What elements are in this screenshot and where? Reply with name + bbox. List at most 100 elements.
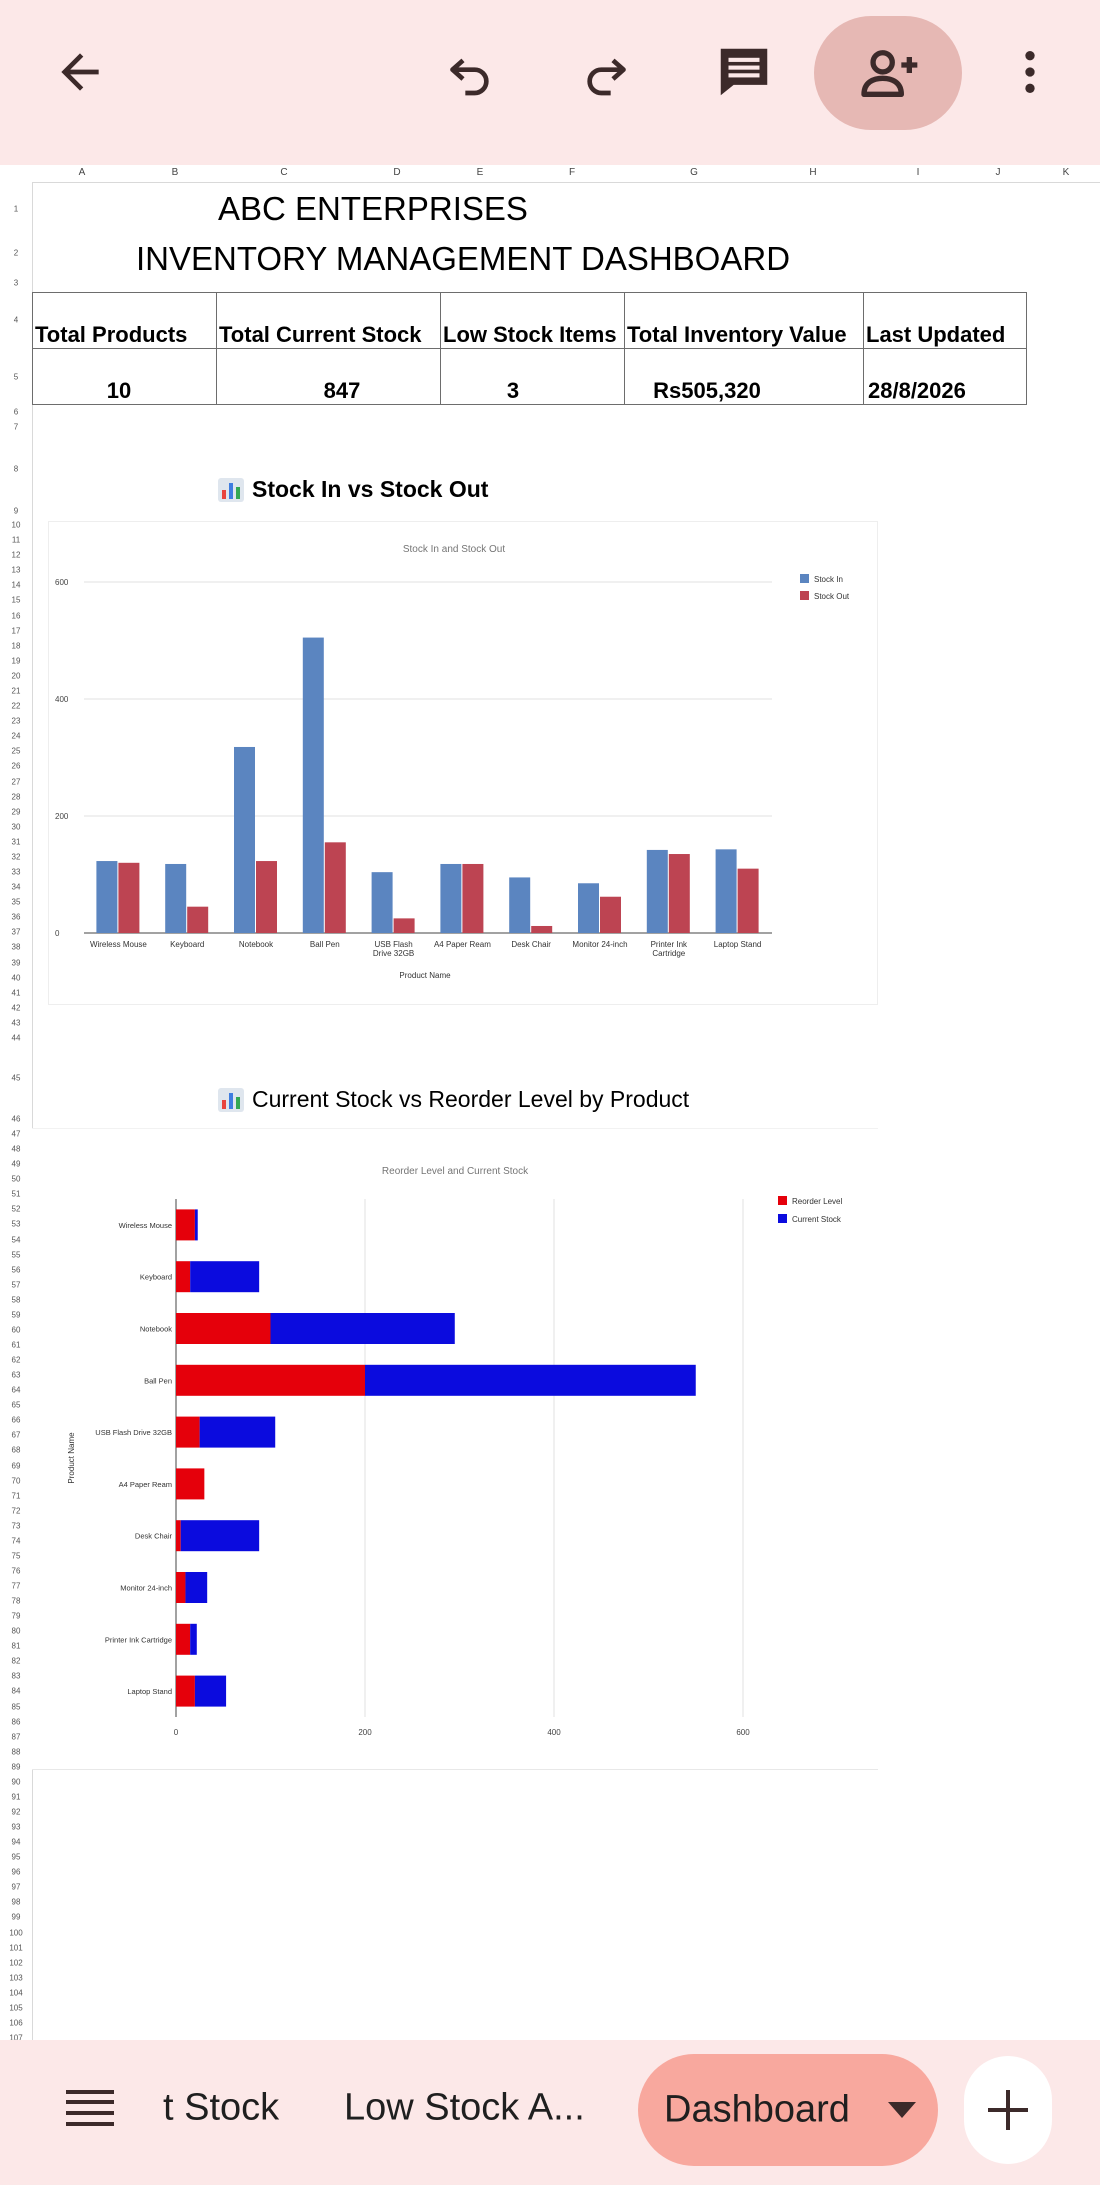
row-header[interactable]: 51 <box>11 1189 21 1199</box>
row-header[interactable]: 95 <box>11 1852 21 1862</box>
row-header[interactable]: 62 <box>11 1355 21 1365</box>
row-header[interactable]: 50 <box>11 1174 21 1184</box>
stock-in-bar[interactable] <box>509 877 531 933</box>
row-header[interactable]: 9 <box>13 506 19 516</box>
reorder-level-bar[interactable] <box>176 1261 191 1293</box>
column-header[interactable]: E <box>476 167 484 178</box>
reorder-current-chart[interactable]: Reorder Level and Current Stock 0 200 400 60… <box>32 1128 878 1770</box>
stock-out-bar[interactable] <box>393 918 415 933</box>
row-header[interactable]: 11 <box>11 535 21 545</box>
row-header[interactable]: 46 <box>11 1114 21 1124</box>
row-header[interactable]: 31 <box>11 837 21 847</box>
row-header[interactable]: 22 <box>11 701 21 711</box>
row-header[interactable]: 49 <box>11 1159 21 1169</box>
reorder-level-bar[interactable] <box>176 1416 200 1448</box>
row-header[interactable]: 90 <box>11 1777 21 1787</box>
stock-out-bar[interactable] <box>256 861 277 933</box>
row-header[interactable]: 40 <box>11 973 21 983</box>
kpi-value[interactable]: 28/8/2026 <box>863 348 1027 405</box>
row-header[interactable]: 33 <box>11 867 21 877</box>
row-header[interactable]: 85 <box>11 1702 21 1712</box>
row-header[interactable]: 1 <box>13 204 19 214</box>
row-header[interactable]: 7 <box>13 422 19 432</box>
column-header[interactable]: D <box>393 167 401 178</box>
row-header[interactable]: 35 <box>11 897 21 907</box>
row-header[interactable]: 100 <box>9 1928 23 1938</box>
row-header[interactable]: 36 <box>11 912 21 922</box>
row-header[interactable]: 13 <box>11 565 21 575</box>
row-header[interactable]: 23 <box>11 716 21 726</box>
back-button[interactable] <box>48 40 112 104</box>
column-header[interactable]: J <box>995 167 1001 178</box>
row-header[interactable]: 25 <box>11 746 21 756</box>
row-header[interactable]: 56 <box>11 1265 21 1275</box>
row-header[interactable]: 70 <box>11 1476 21 1486</box>
stock-out-bar[interactable] <box>668 854 690 933</box>
column-header[interactable]: K <box>1062 167 1070 178</box>
current-stock-bar[interactable] <box>190 1261 260 1293</box>
reorder-level-bar[interactable] <box>176 1364 365 1396</box>
row-header[interactable]: 91 <box>11 1792 21 1802</box>
row-header[interactable]: 107 <box>9 2033 23 2043</box>
stock-in-bar[interactable] <box>715 849 737 933</box>
more-options-button[interactable] <box>998 40 1062 104</box>
row-header[interactable]: 48 <box>11 1144 21 1154</box>
row-header[interactable]: 45 <box>11 1073 21 1083</box>
row-header[interactable]: 96 <box>11 1867 21 1877</box>
row-header[interactable]: 32 <box>11 852 21 862</box>
current-stock-bar[interactable] <box>194 1675 227 1707</box>
current-stock-bar[interactable] <box>180 1520 260 1552</box>
stock-out-bar[interactable] <box>737 868 759 933</box>
row-header[interactable]: 34 <box>11 882 21 892</box>
row-header[interactable]: 80 <box>11 1626 21 1636</box>
row-header[interactable]: 88 <box>11 1747 21 1757</box>
column-header[interactable]: A <box>78 167 86 178</box>
kpi-value[interactable]: Rs505,320 <box>624 348 864 405</box>
reorder-level-bar[interactable] <box>176 1209 195 1241</box>
row-header[interactable]: 3 <box>13 278 19 288</box>
row-header[interactable]: 29 <box>11 807 21 817</box>
row-header[interactable]: 44 <box>11 1033 21 1043</box>
stock-out-bar[interactable] <box>462 863 484 933</box>
stock-in-bar[interactable] <box>96 861 118 933</box>
sheet-tab-dashboard[interactable]: Dashboard <box>638 2054 938 2166</box>
row-header[interactable]: 86 <box>11 1717 21 1727</box>
row-header[interactable]: 84 <box>11 1686 21 1696</box>
row-header[interactable]: 64 <box>11 1385 21 1395</box>
row-header[interactable]: 41 <box>11 988 21 998</box>
kpi-value[interactable]: 3 <box>440 348 625 405</box>
stock-in-bar[interactable] <box>165 863 187 933</box>
add-sheet-button[interactable] <box>964 2056 1052 2164</box>
stock-out-bar[interactable] <box>600 896 621 933</box>
row-header[interactable]: 106 <box>9 2018 23 2028</box>
stock-out-bar[interactable] <box>531 925 553 933</box>
row-header[interactable]: 82 <box>11 1656 21 1666</box>
row-header[interactable]: 58 <box>11 1295 21 1305</box>
row-header[interactable]: 103 <box>9 1973 23 1983</box>
stock-in-bar[interactable] <box>302 637 324 933</box>
row-header[interactable]: 14 <box>11 580 21 590</box>
reorder-level-bar[interactable] <box>176 1623 191 1655</box>
column-header[interactable]: G <box>690 167 698 178</box>
row-header[interactable]: 68 <box>11 1445 21 1455</box>
row-header[interactable]: 98 <box>11 1897 21 1907</box>
reorder-level-bar[interactable] <box>176 1572 186 1603</box>
row-header[interactable]: 54 <box>11 1235 21 1245</box>
row-header[interactable]: 76 <box>11 1566 21 1576</box>
stock-in-bar[interactable] <box>371 872 393 933</box>
stock-out-bar[interactable] <box>324 842 346 933</box>
row-header[interactable]: 17 <box>11 626 21 636</box>
row-header[interactable]: 8 <box>13 464 19 474</box>
stock-out-bar[interactable] <box>118 862 140 933</box>
row-header[interactable]: 4 <box>13 315 19 325</box>
row-header[interactable]: 75 <box>11 1551 21 1561</box>
row-header[interactable]: 52 <box>11 1204 21 1214</box>
row-header[interactable]: 18 <box>11 641 21 651</box>
row-header[interactable]: 20 <box>11 671 21 681</box>
row-header[interactable]: 24 <box>11 731 21 741</box>
row-header[interactable]: 26 <box>11 761 21 771</box>
row-header[interactable]: 38 <box>11 942 21 952</box>
stock-in-out-chart[interactable]: Stock In and Stock Out 0 200 400 600 Wireless… <box>48 521 878 1005</box>
row-header[interactable]: 19 <box>11 656 21 666</box>
row-header[interactable]: 79 <box>11 1611 21 1621</box>
